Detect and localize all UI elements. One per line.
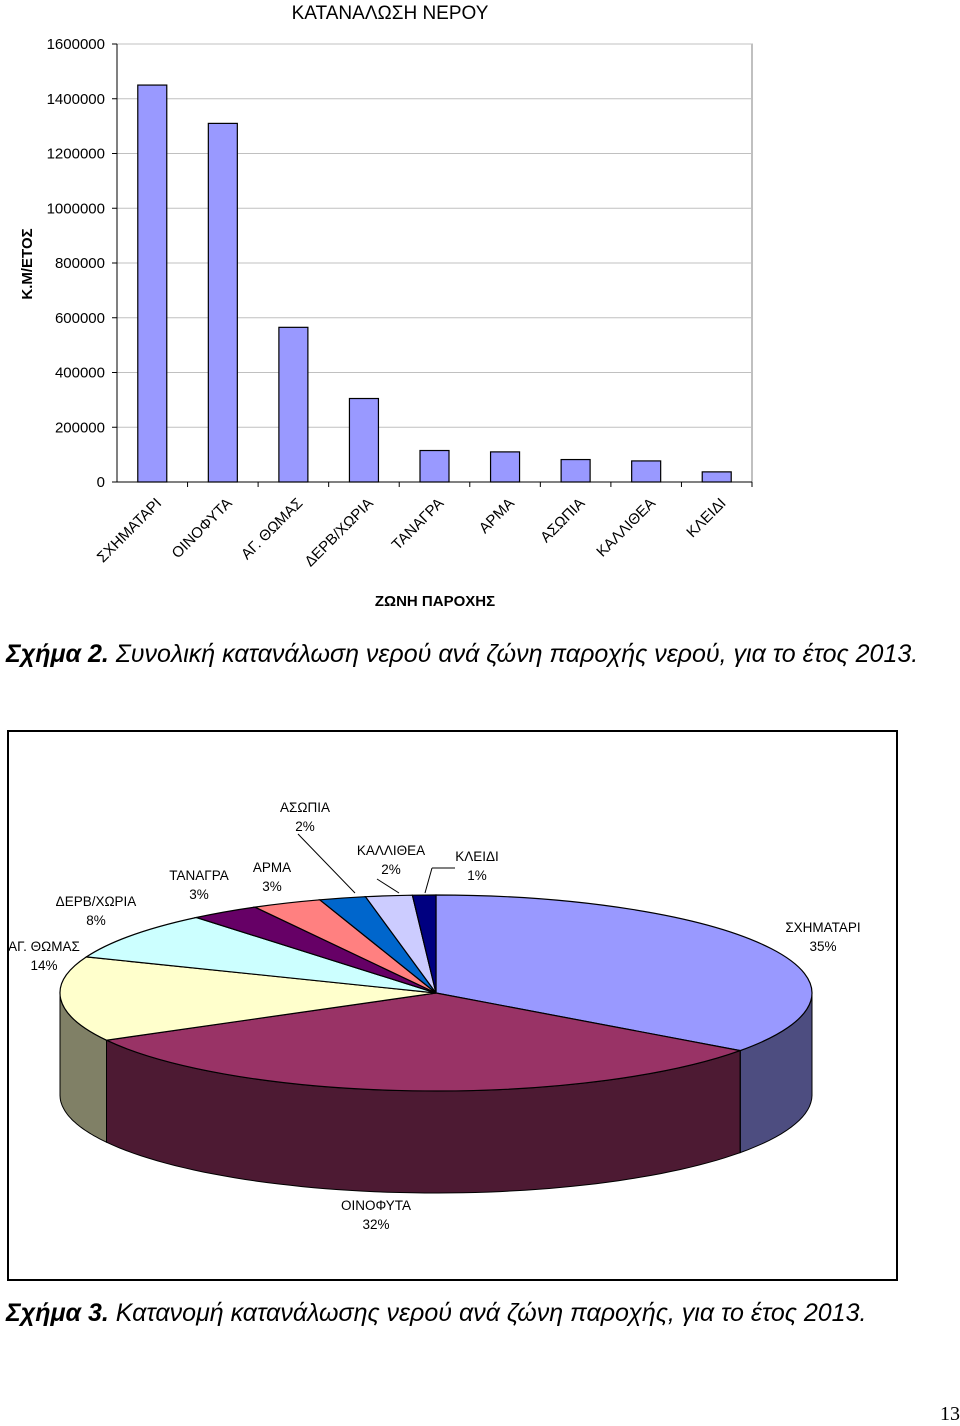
- figure-3-caption-lead: Σχήμα 3.: [6, 1299, 109, 1327]
- pie-slice-label: ΟΙΝΟΦΥΤΑ: [341, 1198, 411, 1213]
- pie-slice-percent: 35%: [809, 939, 836, 954]
- pie-slice-percent: 3%: [262, 879, 282, 894]
- y-tick-label: 400000: [55, 365, 105, 382]
- y-tick-label: 1600000: [47, 36, 105, 53]
- pie-slice-percent: 1%: [467, 868, 487, 883]
- pie-slice-label: ΚΛΕΙΔΙ: [455, 849, 499, 864]
- bar: [348, 397, 380, 483]
- bar: [489, 451, 521, 483]
- bar: [419, 449, 450, 483]
- pie-slice-label: ΚΑΛΛΙΘΕΑ: [357, 843, 425, 858]
- pie-slice-percent: 3%: [189, 887, 209, 902]
- pie-slice-label: ΣΧΗΜΑΤΑΡΙ: [785, 920, 860, 935]
- pie-slice-label: ΑΡΜΑ: [253, 860, 291, 875]
- y-tick-label: 1400000: [47, 91, 105, 108]
- pie-leader-line: [376, 878, 400, 894]
- y-tick-label: 1000000: [47, 200, 105, 217]
- bar-chart-title: ΚΑΤΑΝΑΛΩΣΗ ΝΕΡΟΥ: [292, 3, 489, 24]
- y-tick-label: 1200000: [47, 146, 105, 163]
- bar-chart: ΚΑΤΑΝΑΛΩΣΗ ΝΕΡΟΥ Κ.Μ/ΕΤΟΣ ΖΩΝΗ ΠΑΡΟΧΗΣ 0…: [19, 3, 753, 610]
- figure-2-caption-text: Συνολική κατανάλωση νερού ανά ζώνη παροχ…: [108, 640, 919, 668]
- page-number: 13: [940, 1403, 960, 1425]
- pie-leader-line: [424, 867, 433, 894]
- pie-slice: [411, 894, 437, 994]
- figure-3-caption-text: Κατανομή κατανάλωσης νερού ανά ζώνη παρο…: [108, 1299, 867, 1327]
- bar: [207, 122, 238, 483]
- pie-slice: [104, 992, 743, 1092]
- pie-slice-percent: 8%: [86, 913, 106, 928]
- pie-slice-label: ΑΓ. ΘΩΜΑΣ: [8, 939, 80, 954]
- pie-slice-percent: 2%: [381, 862, 401, 877]
- pie-slice: [435, 894, 813, 1052]
- pie-slice: [84, 916, 437, 994]
- bar: [278, 326, 309, 483]
- figure-2-caption: Σχήμα 2. Συνολική κατανάλωση νερού ανά ζ…: [6, 640, 918, 669]
- pie-slice: [59, 956, 437, 1041]
- pie-slice-label: ΤΑΝΑΓΡΑ: [169, 868, 228, 883]
- y-tick-label: 200000: [55, 419, 105, 436]
- y-tick-label: 600000: [55, 310, 105, 327]
- pie-slice-percent: 32%: [362, 1217, 389, 1232]
- y-tick-label: 800000: [55, 255, 105, 272]
- pie-slice-label: ΑΣΩΠΙΑ: [280, 800, 330, 815]
- pie-slice-label: ΔΕΡΒ/ΧΩΡΙΑ: [56, 894, 137, 909]
- y-axis-label: Κ.Μ/ΕΤΟΣ: [19, 228, 36, 299]
- pie-leader-line: [297, 833, 356, 894]
- x-axis-label: ΖΩΝΗ ΠΑΡΟΧΗΣ: [375, 593, 495, 610]
- pie-slice-percent: 2%: [295, 819, 315, 834]
- figure-2-caption-lead: Σχήμα 2.: [6, 640, 109, 668]
- bar: [137, 84, 168, 483]
- pie-slice-percent: 14%: [30, 958, 57, 973]
- figure-3-caption: Σχήμα 3. Κατανομή κατανάλωσης νερού ανά …: [6, 1299, 866, 1328]
- y-tick-label: 0: [97, 474, 105, 491]
